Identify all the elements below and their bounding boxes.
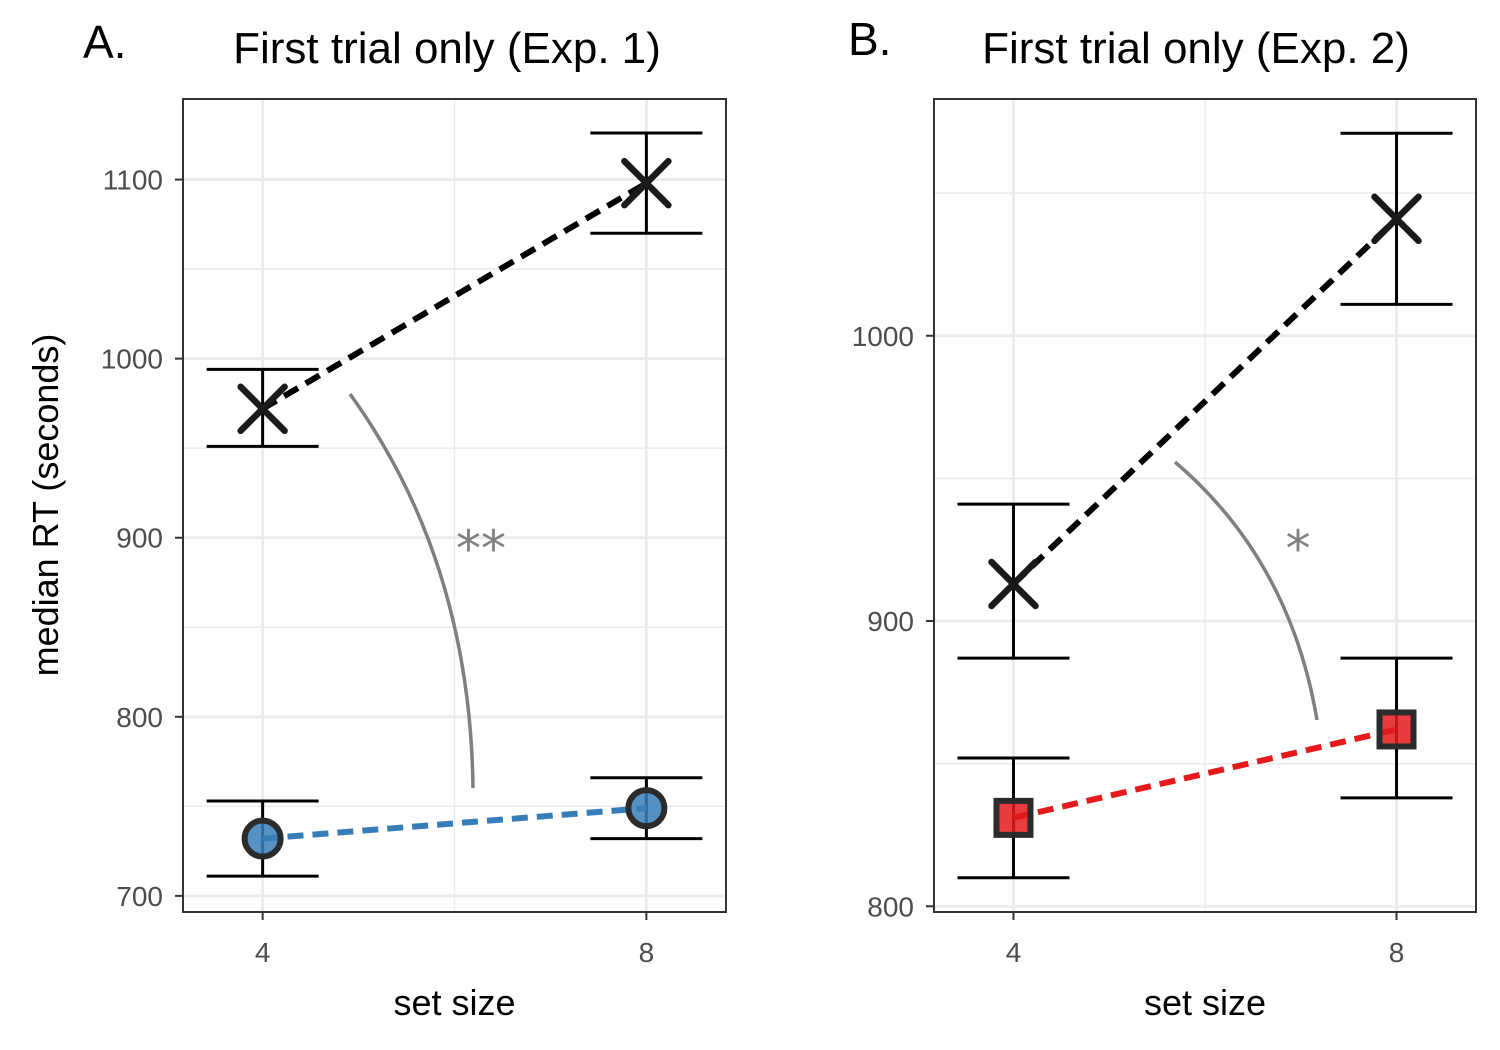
plot-border bbox=[182, 98, 727, 913]
y-tick-label: 900 bbox=[867, 606, 914, 637]
x-tick-label: 4 bbox=[255, 937, 271, 968]
series-circle bbox=[206, 776, 703, 878]
series-cross bbox=[206, 131, 703, 448]
y-axis-title: median RT (seconds) bbox=[25, 334, 66, 677]
x-tick-label: 4 bbox=[1006, 937, 1022, 968]
series-square bbox=[957, 656, 1453, 880]
series-line bbox=[1011, 216, 1399, 587]
y-tick-label: 1000 bbox=[852, 321, 914, 352]
significance-label: * bbox=[1286, 520, 1311, 578]
y-tick-label: 1100 bbox=[103, 165, 163, 196]
significance-bracket bbox=[348, 392, 475, 789]
data-point bbox=[625, 787, 668, 830]
data-point bbox=[241, 817, 284, 860]
data-point bbox=[993, 797, 1034, 838]
data-point bbox=[621, 157, 672, 209]
data-point bbox=[988, 558, 1039, 610]
y-tick-label: 900 bbox=[116, 523, 163, 554]
data-point bbox=[1371, 193, 1422, 245]
y-tick-label: 1000 bbox=[101, 344, 163, 375]
panel-title: First trial only (Exp. 1) bbox=[233, 24, 661, 73]
panel-label: B. bbox=[848, 13, 891, 65]
x-tick-label: 8 bbox=[1389, 937, 1405, 968]
x-tick-label: 8 bbox=[639, 937, 655, 968]
y-tick-label: 800 bbox=[116, 702, 163, 733]
series-line bbox=[1012, 726, 1398, 821]
data-point bbox=[237, 383, 288, 435]
chart-panel-1: A. First trial only (Exp. 1) 700 800 900 1000… bbox=[83, 16, 727, 1023]
panel-title: First trial only (Exp. 2) bbox=[982, 24, 1410, 73]
x-axis-title: set size bbox=[1144, 982, 1266, 1023]
x-axis-title: set size bbox=[393, 982, 515, 1023]
series-cross bbox=[957, 131, 1453, 660]
significance-label: ** bbox=[456, 520, 506, 578]
plot-border bbox=[933, 98, 1477, 913]
y-tick-label: 800 bbox=[867, 891, 914, 922]
significance-bracket bbox=[1173, 460, 1319, 721]
series-line bbox=[262, 805, 647, 842]
data-point bbox=[1376, 709, 1417, 750]
chart-panel-2: B. First trial only (Exp. 2) 800 900 1000 4 8 s… bbox=[848, 13, 1477, 1023]
panel-label: A. bbox=[83, 16, 126, 68]
y-tick-label: 700 bbox=[116, 881, 163, 912]
